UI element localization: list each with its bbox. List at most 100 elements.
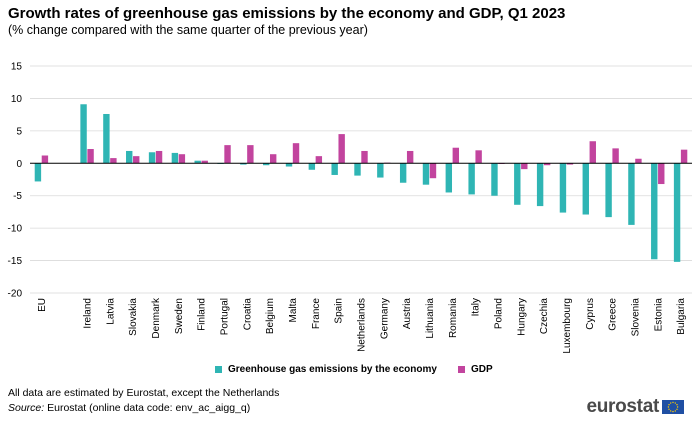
bar-ghg [514, 163, 521, 205]
x-tick-label: Belgium [265, 298, 276, 334]
bar-ghg [308, 163, 316, 170]
footnote: All data are estimated by Eurostat, exce… [8, 387, 280, 399]
legend-swatch-gdp [458, 366, 465, 373]
x-tick-label: Netherlands [357, 298, 368, 352]
bar-ghg [468, 163, 475, 195]
source-label: Source: [8, 402, 45, 414]
bar-gdp [406, 150, 414, 164]
legend-item-ghg: Greenhouse gas emissions by the economy [215, 364, 437, 375]
bar-gdp [543, 163, 551, 166]
chart-subtitle: (% change compared with the same quarter… [8, 23, 368, 37]
x-tick-label: Finland [197, 298, 208, 331]
bar-gdp [292, 143, 300, 164]
x-tick-label: Lithuania [425, 298, 436, 339]
flag-star [676, 406, 679, 408]
x-tick-label: Austria [402, 298, 413, 330]
y-tick-label: 15 [11, 62, 23, 73]
x-tick-label: Portugal [220, 298, 231, 335]
bar-gdp [589, 141, 596, 164]
bar-ghg [422, 163, 430, 185]
bar-ghg [103, 113, 110, 164]
bar-gdp [452, 147, 460, 164]
legend-label-ghg: Greenhouse gas emissions by the economy [228, 364, 437, 375]
bar-ghg [491, 163, 498, 196]
x-tick-label: EU [37, 298, 48, 312]
flag-star [668, 408, 670, 410]
bar-gdp [110, 158, 117, 164]
y-tick-label: -15 [8, 256, 23, 267]
bar-ghg [171, 152, 179, 164]
bar-ghg [148, 152, 156, 164]
legend-item-gdp: GDP [458, 364, 493, 375]
flag-star [670, 410, 672, 412]
x-tick-label: France [311, 298, 322, 330]
bar-ghg [399, 163, 407, 183]
flag-star [667, 406, 670, 408]
bar-ghg [605, 163, 612, 218]
flag-star [670, 402, 672, 404]
flag-star [674, 402, 676, 404]
x-tick-label: Czechia [539, 298, 550, 335]
bar-ghg [34, 163, 42, 182]
x-tick-label: Malta [288, 298, 299, 323]
x-tick-label: Germany [379, 298, 390, 339]
x-tick-label: Romania [448, 298, 459, 338]
source-text: Eurostat (online data code: env_ac_aigg_… [44, 402, 251, 414]
x-tick-label: Croatia [242, 298, 253, 331]
y-tick-label: 5 [16, 126, 22, 137]
bar-gdp [361, 150, 368, 164]
bar-ghg [377, 163, 384, 178]
x-tick-label: Denmark [151, 297, 162, 339]
bar-gdp [178, 154, 186, 164]
bar-gdp [224, 145, 231, 164]
bar-ghg [673, 163, 681, 262]
x-tick-label: Hungary [516, 298, 527, 336]
bar-ghg [536, 163, 544, 207]
x-tick-label: Bulgaria [676, 298, 687, 335]
bar-gdp [338, 134, 345, 164]
bar-gdp [658, 163, 665, 185]
bar-ghg [445, 163, 453, 193]
y-axis-ticks: 15 10 5 0 -5 -10 -15 -20 [8, 62, 23, 300]
bar-gdp [155, 150, 163, 164]
bar-gdp [521, 163, 528, 170]
x-tick-label: Slovenia [630, 298, 641, 337]
bar-gdp [475, 150, 482, 164]
bar-gdp [315, 156, 323, 164]
y-tick-label: -5 [13, 191, 22, 202]
x-tick-label: Estonia [653, 298, 664, 332]
flag-star [676, 408, 678, 410]
y-tick-label: 10 [11, 94, 23, 105]
x-tick-label: Italy [471, 298, 482, 316]
bar-ghg [240, 163, 247, 165]
y-tick-label: 0 [16, 159, 22, 170]
x-axis-labels: EU Ireland Latvia Slovakia Denmark Sweden Finl… [37, 297, 687, 354]
bar-ghg [354, 163, 361, 176]
legend-label-gdp: GDP [471, 364, 493, 375]
x-tick-label: Spain [334, 298, 345, 324]
x-tick-label: Latvia [105, 298, 116, 325]
bar-gdp [612, 148, 619, 164]
x-tick-label: Cyprus [585, 298, 596, 330]
flag-star [672, 410, 674, 413]
bar-gdp [635, 158, 642, 164]
bar-ghg [80, 104, 87, 164]
flag-star [674, 410, 676, 412]
flag-star [676, 404, 678, 406]
bar-ghg [126, 150, 133, 164]
bar-ghg [262, 163, 270, 166]
x-tick-label: Slovakia [128, 298, 139, 336]
logo-text: eurostat [586, 396, 659, 417]
bar-gdp [269, 154, 277, 164]
bar-gdp [201, 160, 208, 164]
bar-ghg [582, 163, 589, 215]
legend-swatch-ghg [215, 366, 222, 373]
y-tick-label: -10 [8, 224, 23, 235]
y-tick-label: -20 [8, 289, 23, 300]
bar-gdp [87, 149, 94, 164]
x-tick-label: Greece [608, 298, 619, 331]
x-tick-label: Ireland [83, 298, 94, 329]
source-note: Source: Eurostat (online data code: env_… [8, 402, 250, 414]
gridlines [30, 65, 692, 294]
bars [34, 104, 688, 262]
